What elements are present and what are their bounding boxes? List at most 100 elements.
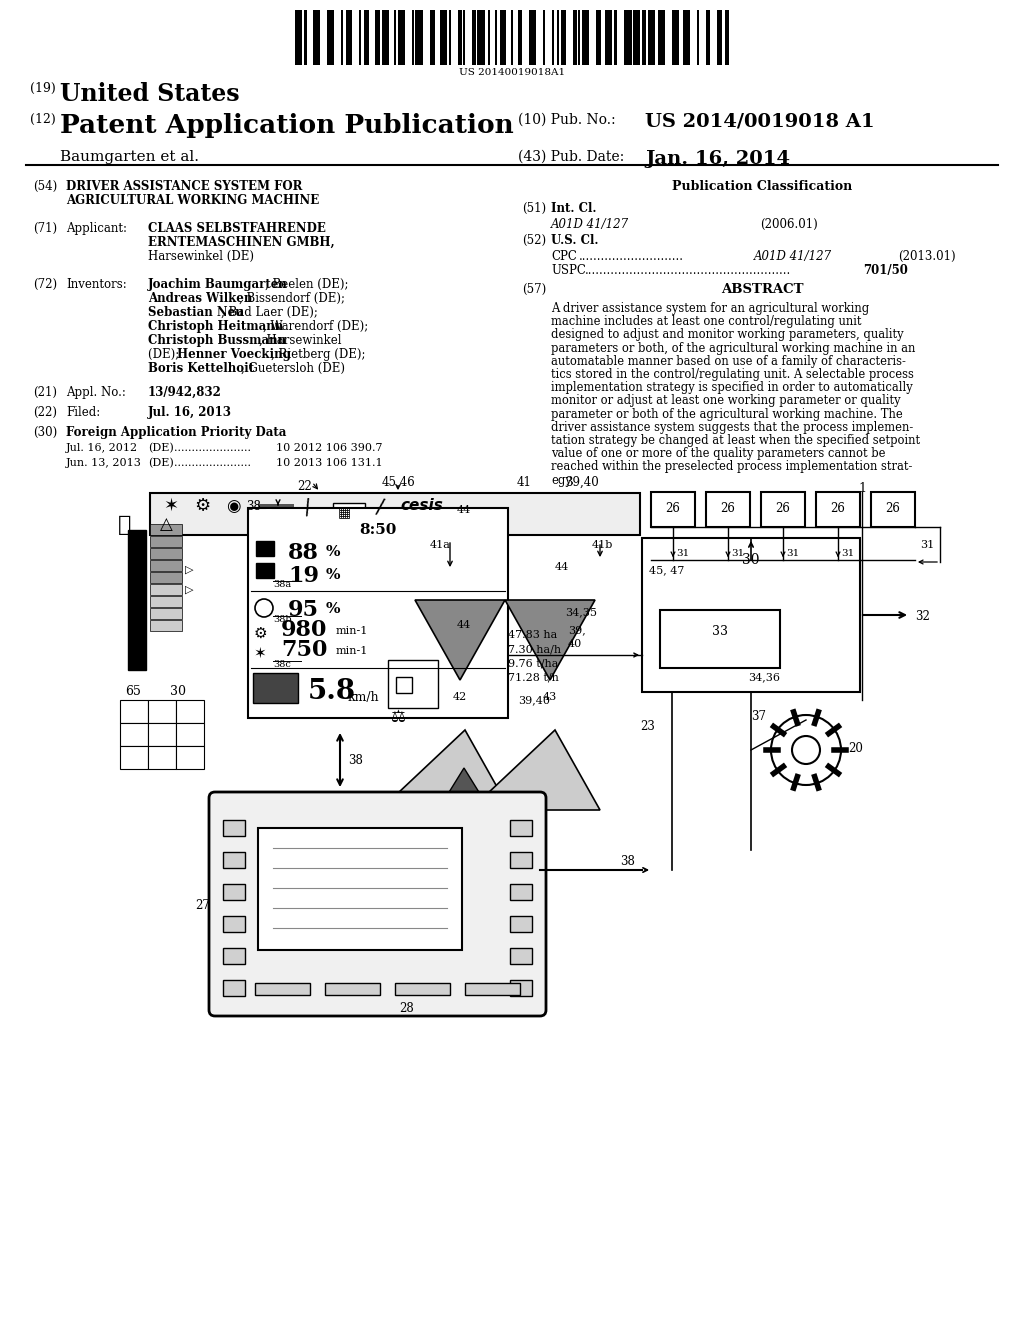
Bar [120, 723, 148, 746]
Text: (54): (54) [33, 180, 57, 193]
Text: A driver assistance system for an agricultural working: A driver assistance system for an agricu… [551, 302, 869, 315]
Text: Christoph Bussmann: Christoph Bussmann [148, 334, 286, 347]
Text: ▷: ▷ [185, 585, 194, 595]
Bar [871, 492, 915, 527]
Bar [647, 11, 654, 65]
Bar [150, 583, 182, 595]
Text: tation strategy be changed at least when the specified setpoint: tation strategy be changed at least when… [551, 434, 921, 447]
Bar [440, 11, 447, 65]
Bar [683, 11, 690, 65]
Text: 32: 32 [915, 610, 930, 623]
Text: 23: 23 [640, 719, 655, 733]
Bar [258, 504, 294, 531]
Polygon shape [415, 601, 505, 680]
Bar [375, 11, 380, 65]
Bar [463, 11, 465, 65]
Text: 44: 44 [457, 506, 471, 515]
Bar [660, 610, 780, 668]
Bar [717, 11, 722, 65]
Text: (19): (19) [30, 82, 55, 95]
Polygon shape [470, 730, 600, 810]
Bar [256, 541, 274, 556]
Bar [128, 531, 146, 671]
Text: 7.30 ha/h: 7.30 ha/h [508, 644, 561, 653]
Text: ▦: ▦ [338, 506, 351, 519]
Bar [327, 11, 334, 65]
Bar [333, 503, 365, 529]
Text: , Warendorf (DE);: , Warendorf (DE); [263, 319, 369, 333]
Bar [150, 620, 182, 631]
Bar [496, 11, 497, 65]
Text: 980: 980 [281, 619, 328, 642]
Text: km/h: km/h [348, 690, 380, 704]
Bar [256, 564, 274, 578]
Bar [472, 11, 476, 65]
Text: Baumgarten et al.: Baumgarten et al. [60, 150, 199, 164]
Bar [148, 700, 176, 723]
Text: cesis: cesis [400, 498, 442, 513]
Text: value of one or more of the quality parameters cannot be: value of one or more of the quality para… [551, 447, 886, 461]
Text: 31: 31 [676, 549, 689, 558]
Circle shape [792, 737, 820, 764]
Text: ......................: ...................... [174, 444, 251, 453]
Text: 45, 47: 45, 47 [649, 565, 684, 576]
Bar [150, 572, 182, 583]
Text: (12): (12) [30, 114, 55, 125]
Bar [510, 916, 532, 932]
Bar [223, 916, 245, 932]
Bar [613, 11, 617, 65]
Bar [176, 746, 204, 770]
Text: Appl. No.:: Appl. No.: [66, 385, 126, 399]
Text: Sebastian Neu: Sebastian Neu [148, 306, 244, 319]
Text: %: % [326, 602, 341, 616]
Text: (30): (30) [33, 426, 57, 440]
Text: 71.28 t/h: 71.28 t/h [508, 672, 559, 682]
Bar [706, 11, 710, 65]
FancyBboxPatch shape [209, 792, 546, 1016]
Text: monitor or adjust at least one working parameter or quality: monitor or adjust at least one working p… [551, 395, 901, 408]
Text: Int. Cl.: Int. Cl. [551, 202, 597, 215]
Text: 38b: 38b [273, 615, 292, 624]
Text: 38c: 38c [273, 660, 291, 669]
Text: ABSTRACT: ABSTRACT [721, 282, 803, 296]
Bar [223, 820, 245, 836]
Text: Christoph Heitmann: Christoph Heitmann [148, 319, 284, 333]
Text: 13/942,832: 13/942,832 [148, 385, 222, 399]
Bar [573, 11, 577, 65]
Bar [150, 524, 182, 535]
Bar [150, 492, 640, 535]
Bar [625, 11, 632, 65]
Text: Jun. 13, 2013: Jun. 13, 2013 [66, 458, 142, 469]
Text: (72): (72) [33, 279, 57, 290]
Text: %: % [326, 545, 341, 558]
Bar [395, 983, 450, 995]
Text: 1: 1 [858, 482, 866, 495]
Text: CPC: CPC [551, 249, 577, 263]
Bar [150, 548, 182, 558]
Text: US 2014/0019018 A1: US 2014/0019018 A1 [645, 114, 874, 131]
Bar [430, 11, 435, 65]
Text: 47.83 ha: 47.83 ha [508, 630, 557, 640]
Text: 26: 26 [886, 502, 900, 515]
Text: Inventors:: Inventors: [66, 279, 127, 290]
Bar [642, 11, 646, 65]
Text: (51): (51) [522, 202, 546, 215]
Text: driver assistance system suggests that the process implemen-: driver assistance system suggests that t… [551, 421, 913, 434]
Text: 26: 26 [721, 502, 735, 515]
Text: , Harsewinkel: , Harsewinkel [259, 334, 341, 347]
Text: 5.8: 5.8 [308, 678, 356, 705]
Text: 88: 88 [288, 543, 319, 564]
Polygon shape [505, 601, 595, 680]
Bar [477, 11, 484, 65]
Text: 33: 33 [712, 624, 728, 638]
Polygon shape [380, 730, 510, 810]
Text: Patent Application Publication: Patent Application Publication [60, 114, 514, 139]
Text: 95: 95 [288, 599, 319, 620]
Bar [518, 11, 522, 65]
Bar [382, 11, 389, 65]
Text: 38a: 38a [273, 579, 291, 589]
Text: 41: 41 [516, 477, 531, 488]
Bar [248, 508, 508, 718]
Bar [579, 11, 581, 65]
Text: Jul. 16, 2012: Jul. 16, 2012 [66, 444, 138, 453]
